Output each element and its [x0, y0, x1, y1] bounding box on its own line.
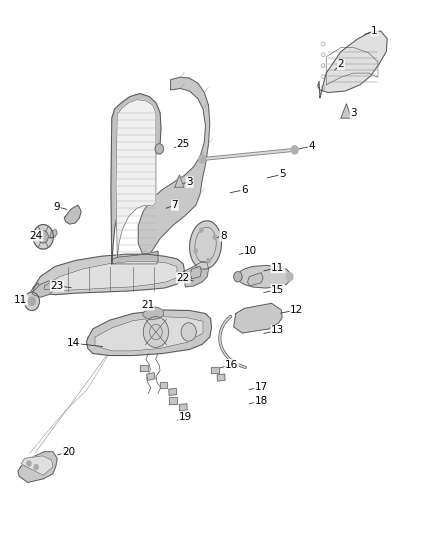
Polygon shape	[95, 317, 203, 351]
Polygon shape	[45, 261, 177, 290]
Text: 8: 8	[220, 231, 226, 241]
Polygon shape	[238, 265, 290, 288]
Text: 5: 5	[279, 169, 286, 180]
Polygon shape	[33, 254, 184, 295]
Text: 17: 17	[254, 382, 268, 392]
Text: 7: 7	[172, 200, 178, 210]
Text: 15: 15	[271, 285, 285, 295]
Polygon shape	[211, 367, 219, 373]
Polygon shape	[21, 456, 53, 475]
Circle shape	[34, 465, 38, 470]
Polygon shape	[31, 283, 40, 301]
Polygon shape	[50, 230, 57, 238]
Text: 14: 14	[67, 338, 81, 348]
Polygon shape	[179, 404, 187, 410]
Text: 6: 6	[241, 185, 247, 195]
Polygon shape	[140, 365, 148, 371]
Polygon shape	[169, 389, 177, 395]
Polygon shape	[247, 273, 263, 286]
Polygon shape	[147, 373, 155, 381]
Text: 13: 13	[271, 326, 285, 335]
Circle shape	[207, 259, 210, 263]
Text: 11: 11	[14, 295, 27, 305]
Circle shape	[199, 228, 203, 232]
Text: 9: 9	[54, 201, 60, 212]
Text: 19: 19	[179, 413, 192, 423]
Circle shape	[25, 292, 39, 311]
Polygon shape	[318, 31, 387, 98]
Text: 16: 16	[225, 360, 238, 370]
Polygon shape	[64, 205, 81, 224]
Text: 3: 3	[186, 177, 193, 187]
Circle shape	[28, 297, 35, 305]
Text: 4: 4	[308, 141, 315, 151]
Polygon shape	[234, 303, 282, 333]
Text: 2: 2	[338, 59, 344, 69]
Text: 3: 3	[350, 108, 357, 118]
Polygon shape	[175, 175, 184, 187]
Text: 25: 25	[177, 139, 190, 149]
Text: 22: 22	[177, 273, 190, 283]
Polygon shape	[341, 104, 351, 118]
Circle shape	[181, 323, 196, 341]
Circle shape	[33, 224, 53, 249]
Text: 10: 10	[244, 246, 257, 256]
Ellipse shape	[190, 221, 222, 269]
Text: 18: 18	[254, 395, 268, 406]
Circle shape	[194, 249, 198, 253]
Polygon shape	[32, 281, 55, 297]
Text: 12: 12	[290, 305, 304, 315]
Polygon shape	[111, 94, 161, 264]
Circle shape	[213, 235, 216, 239]
Text: 20: 20	[62, 447, 75, 457]
Polygon shape	[18, 452, 57, 482]
Circle shape	[38, 231, 48, 243]
Polygon shape	[217, 374, 225, 381]
Polygon shape	[169, 398, 177, 403]
Polygon shape	[142, 308, 163, 320]
Polygon shape	[138, 77, 210, 261]
Text: 24: 24	[29, 231, 43, 241]
Polygon shape	[87, 310, 212, 356]
Circle shape	[155, 144, 163, 154]
Polygon shape	[112, 251, 158, 264]
Circle shape	[234, 272, 242, 282]
Text: 1: 1	[371, 26, 378, 36]
Circle shape	[199, 155, 205, 163]
Circle shape	[291, 146, 298, 154]
Polygon shape	[191, 266, 201, 279]
Text: 11: 11	[271, 263, 285, 272]
Circle shape	[27, 461, 31, 466]
Polygon shape	[160, 382, 167, 388]
Circle shape	[143, 317, 169, 348]
Text: 21: 21	[141, 300, 154, 310]
Polygon shape	[116, 100, 156, 257]
Polygon shape	[183, 261, 208, 287]
Circle shape	[286, 273, 293, 281]
Text: 23: 23	[50, 281, 64, 291]
